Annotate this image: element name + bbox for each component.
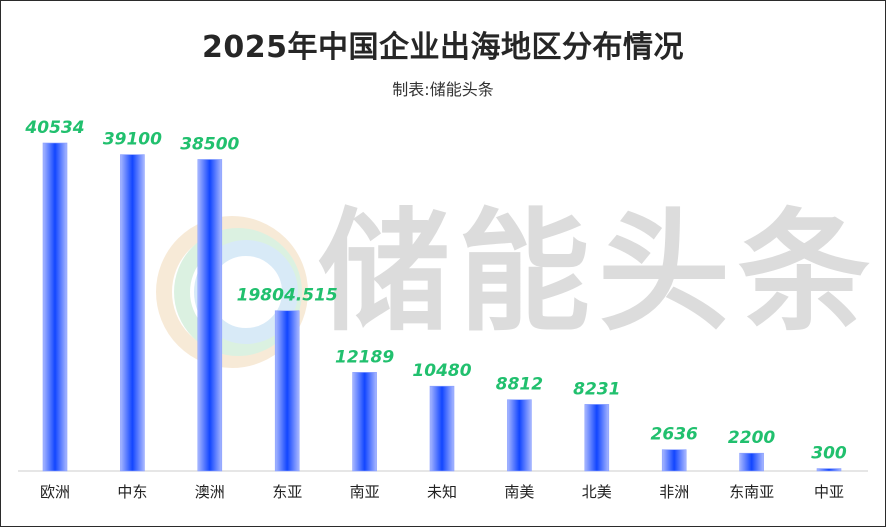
bars-group [42,142,842,472]
tick-label-7: 北美 [582,483,612,501]
tick-label-4: 南亚 [350,483,380,501]
value-label-3: 19804.515 [237,286,338,306]
chart-subtitle: 制表:储能头条 [392,80,494,99]
value-label-2: 38500 [180,134,239,154]
bar-5 [429,385,455,472]
bar-0 [42,142,68,472]
tick-labels-group: 欧洲 中东 澳洲 东亚 南亚 未知 南美 北美 非洲 东南亚 中亚 [40,483,844,501]
bar-3 [274,310,300,472]
tick-label-9: 东南亚 [729,483,774,501]
value-label-0: 40534 [24,118,84,138]
bar-9 [739,452,764,472]
bar-7 [584,404,610,472]
value-label-10: 300 [811,444,847,464]
bar-4 [352,372,377,472]
value-label-5: 10480 [412,361,471,381]
bar-10 [816,468,842,472]
watermark-text: 储能头条 [318,196,878,350]
value-label-4: 12189 [335,347,394,367]
bar-2 [197,159,223,472]
tick-label-8: 非洲 [659,483,689,501]
bar-6 [507,399,532,472]
bar-8 [661,449,687,472]
value-label-1: 39100 [103,130,162,150]
value-label-6: 8812 [496,375,543,395]
tick-label-1: 中东 [117,483,147,501]
watermark-logo [156,216,308,368]
tick-label-10: 中亚 [814,483,844,501]
tick-label-2: 澳洲 [195,483,225,501]
tick-label-3: 东亚 [272,483,302,501]
value-labels-group: 40534 39100 38500 19804.515 12189 10480 8812 82… [24,118,846,464]
value-label-7: 8231 [573,379,620,399]
tick-label-5: 未知 [427,483,457,501]
tick-label-0: 欧洲 [40,483,70,501]
bar-1 [120,154,145,472]
tick-label-6: 南美 [504,483,534,501]
value-label-8: 2636 [651,425,698,445]
chart-title: 2025年中国企业出海地区分布情况 [202,30,684,65]
value-label-9: 2200 [728,428,775,448]
